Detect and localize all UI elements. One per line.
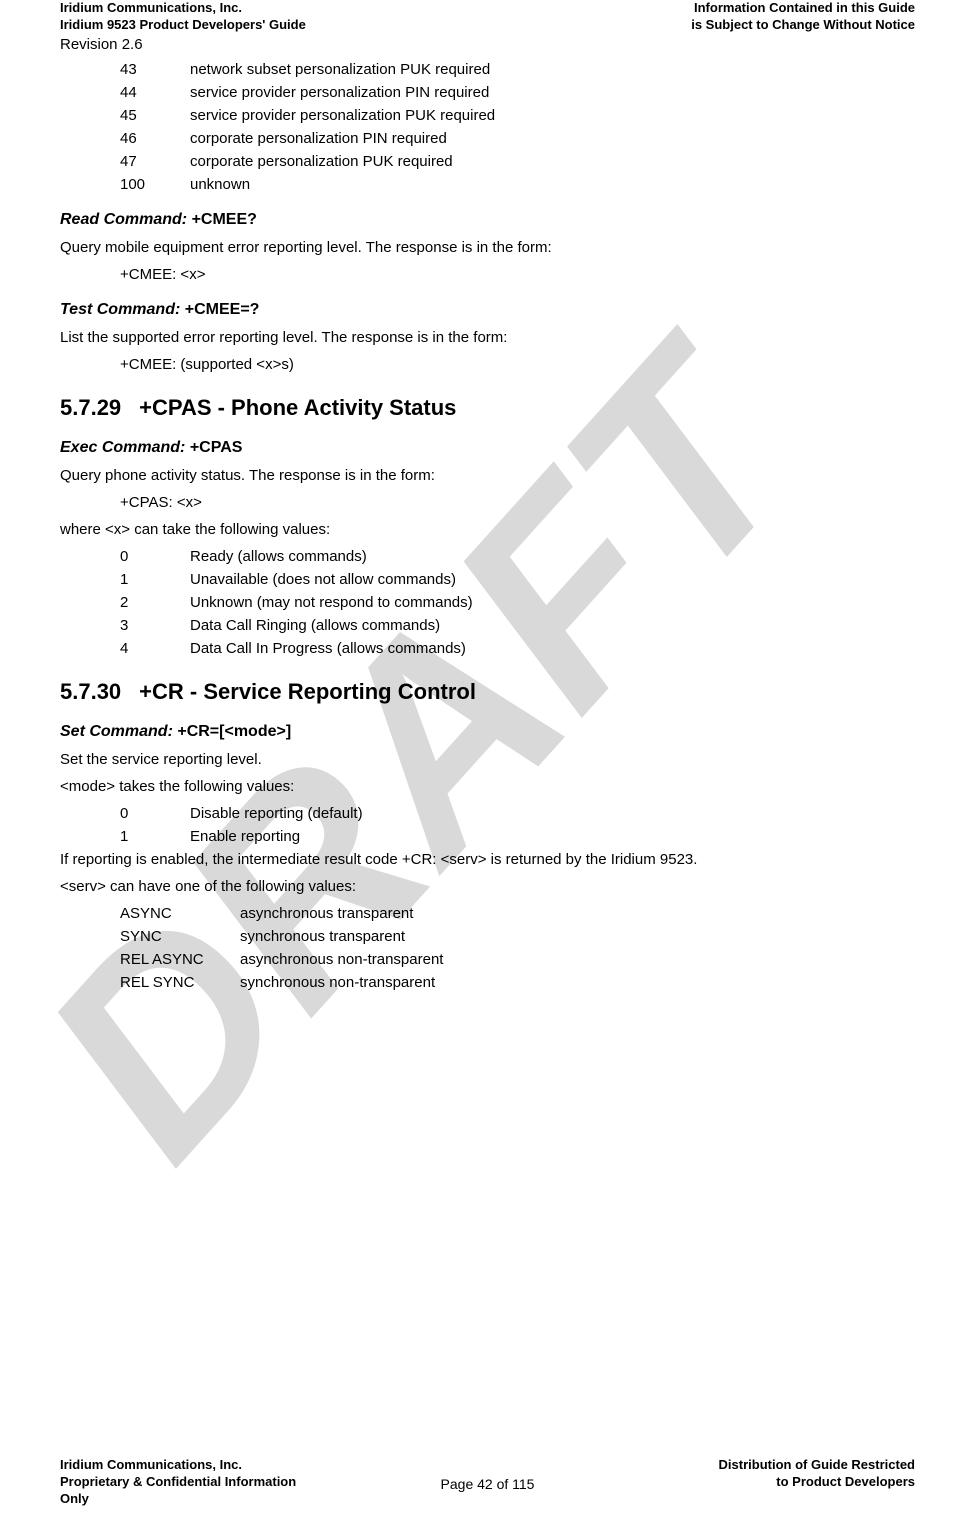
header-right-2: is Subject to Change Without Notice (691, 17, 915, 34)
exec-command-response: +CPAS: <x> (120, 494, 915, 511)
header-left-1: Iridium Communications, Inc. (60, 0, 306, 17)
read-command-desc: Query mobile equipment error reporting l… (60, 239, 915, 256)
read-command-response: +CMEE: <x> (120, 266, 915, 283)
footer-left-1: Iridium Communications, Inc. (60, 1457, 402, 1474)
list-item: REL SYNCsynchronous non-transparent (120, 974, 915, 991)
page-footer: Iridium Communications, Inc. Proprietary… (60, 1457, 915, 1508)
list-item: 47corporate personalization PUK required (120, 153, 915, 170)
set-command-desc: Set the service reporting level. (60, 751, 915, 768)
section-5-7-30-heading: 5.7.30+CR - Service Reporting Control (60, 679, 915, 705)
revision-text: Revision 2.6 (60, 36, 915, 53)
cpas-value-list: 0Ready (allows commands) 1Unavailable (d… (120, 548, 915, 657)
list-item: SYNCsynchronous transparent (120, 928, 915, 945)
test-command-desc: List the supported error reporting level… (60, 329, 915, 346)
test-command-response: +CMEE: (supported <x>s) (120, 356, 915, 373)
mode-value-list: 0Disable reporting (default) 1Enable rep… (120, 805, 915, 845)
section-5-7-29-heading: 5.7.29+CPAS - Phone Activity Status (60, 395, 915, 421)
cmee-code-list: 43network subset personalization PUK req… (120, 61, 915, 193)
footer-page-number: Page 42 of 115 (402, 1475, 573, 1493)
header-left-2: Iridium 9523 Product Developers' Guide (60, 17, 306, 34)
header-right-1: Information Contained in this Guide (691, 0, 915, 17)
footer-left-3: Only (60, 1491, 402, 1508)
footer-right-2: to Product Developers (573, 1474, 915, 1491)
cpas-where-text: where <x> can take the following values: (60, 521, 915, 538)
list-item: 3Data Call Ringing (allows commands) (120, 617, 915, 634)
page-header: Iridium Communications, Inc. Iridium 952… (60, 0, 915, 34)
list-item: 1Enable reporting (120, 828, 915, 845)
footer-left-2: Proprietary & Confidential Information (60, 1474, 402, 1491)
list-item: 1Unavailable (does not allow commands) (120, 571, 915, 588)
list-item: 100unknown (120, 176, 915, 193)
mode-intro-text: <mode> takes the following values: (60, 778, 915, 795)
reporting-note-text: If reporting is enabled, the intermediat… (60, 851, 915, 868)
list-item: 0Disable reporting (default) (120, 805, 915, 822)
list-item: 2Unknown (may not respond to commands) (120, 594, 915, 611)
serv-intro-text: <serv> can have one of the following val… (60, 878, 915, 895)
footer-right-1: Distribution of Guide Restricted (573, 1457, 915, 1474)
list-item: 43network subset personalization PUK req… (120, 61, 915, 78)
read-command-heading: Read Command: +CMEE? (60, 211, 915, 229)
list-item: 4Data Call In Progress (allows commands) (120, 640, 915, 657)
list-item: 45service provider personalization PUK r… (120, 107, 915, 124)
set-command-heading: Set Command: +CR=[<mode>] (60, 723, 915, 741)
list-item: 0Ready (allows commands) (120, 548, 915, 565)
test-command-heading: Test Command: +CMEE=? (60, 301, 915, 319)
list-item: REL ASYNCasynchronous non-transparent (120, 951, 915, 968)
exec-command-desc: Query phone activity status. The respons… (60, 467, 915, 484)
serv-value-list: ASYNCasynchronous transparent SYNCsynchr… (120, 905, 915, 991)
list-item: 46corporate personalization PIN required (120, 130, 915, 147)
list-item: ASYNCasynchronous transparent (120, 905, 915, 922)
exec-command-heading: Exec Command: +CPAS (60, 439, 915, 457)
list-item: 44service provider personalization PIN r… (120, 84, 915, 101)
